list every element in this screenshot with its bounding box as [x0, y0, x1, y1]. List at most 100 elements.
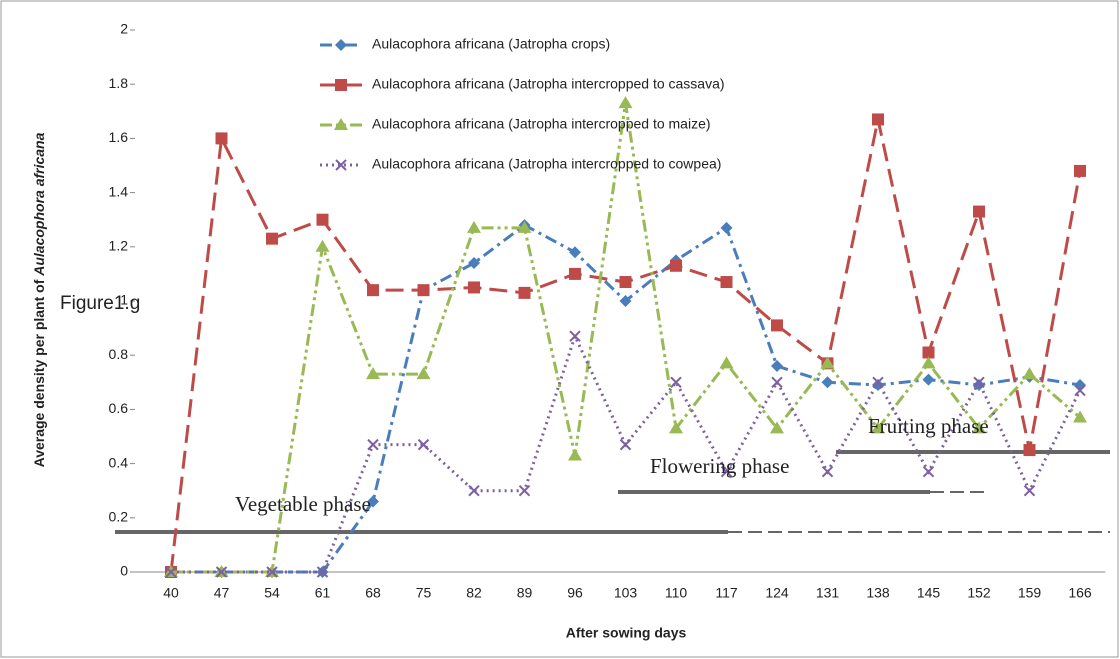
- annotation: Figure1.g: [60, 293, 140, 314]
- marker: [770, 421, 784, 434]
- legend-marker: [335, 159, 347, 171]
- legend-marker: [334, 118, 348, 130]
- legend-label: Aulacophora africana (Jatropha intercrop…: [372, 116, 711, 132]
- y-tick-label: 1.2: [109, 238, 129, 254]
- marker: [468, 257, 480, 270]
- legend-label: Aulacophora africana (Jatropha crops): [372, 36, 610, 52]
- marker: [569, 246, 581, 259]
- marker: [872, 376, 884, 389]
- marker: [417, 284, 430, 297]
- x-tick-label: 82: [466, 585, 482, 601]
- x-tick-label: 40: [163, 585, 179, 601]
- marker: [517, 220, 532, 233]
- marker: [720, 276, 733, 289]
- legend-marker: [335, 39, 347, 51]
- marker: [771, 360, 783, 373]
- y-tick-label: 0.6: [109, 400, 129, 416]
- x-tick-label: 75: [416, 585, 432, 601]
- x-tick-label: 110: [665, 585, 688, 601]
- y-tick-label: 0: [120, 563, 128, 579]
- x-tick-label: 54: [264, 585, 280, 601]
- legend-label: Aulacophora africana (Jatropha intercrop…: [372, 156, 721, 172]
- marker: [315, 239, 330, 252]
- marker: [1073, 410, 1087, 423]
- marker: [1074, 384, 1086, 397]
- marker: [569, 330, 581, 342]
- marker: [771, 319, 783, 332]
- marker: [518, 286, 531, 299]
- phase-bars: [115, 450, 1110, 534]
- marker: [1074, 164, 1086, 177]
- marker: [821, 376, 834, 389]
- marker: [973, 376, 985, 389]
- marker: [619, 295, 632, 307]
- x-tick-label: 152: [967, 585, 991, 601]
- x-tick-label: 117: [715, 585, 738, 601]
- x-tick-label: 159: [1018, 585, 1042, 601]
- y-tick-label: 0.8: [109, 346, 129, 362]
- marker: [821, 466, 834, 478]
- x-tick-label: 103: [614, 585, 638, 601]
- marker: [619, 438, 632, 451]
- marker: [618, 96, 633, 109]
- marker: [972, 421, 986, 434]
- marker: [871, 421, 885, 434]
- y-tick-label: 1: [120, 292, 128, 308]
- marker: [468, 281, 480, 294]
- y-tick-label: 1.4: [109, 183, 129, 199]
- y-tick-label: 1.8: [109, 75, 129, 91]
- y-axis-label-text: Average density per plant of: [31, 279, 47, 467]
- marker: [973, 205, 985, 218]
- y-tick-label: 1.6: [109, 129, 129, 145]
- y-tick-label: 0.2: [109, 509, 129, 525]
- marker: [468, 484, 480, 497]
- y-tick-label: 2: [120, 21, 128, 37]
- marker: [467, 220, 481, 233]
- marker: [366, 367, 380, 380]
- x-tick-label: 145: [917, 585, 941, 601]
- marker: [670, 376, 682, 389]
- marker: [719, 356, 734, 369]
- marker: [921, 356, 936, 369]
- marker: [619, 276, 632, 289]
- marker: [316, 566, 329, 578]
- marker: [922, 373, 935, 386]
- marker: [367, 284, 379, 297]
- marker: [669, 421, 683, 434]
- x-tick-label: 89: [517, 585, 533, 601]
- marker: [1023, 484, 1036, 497]
- x-tick-label: 96: [567, 585, 583, 601]
- marker: [215, 566, 228, 578]
- marker: [367, 438, 379, 451]
- marker: [1023, 444, 1036, 457]
- x-tick-label: 124: [765, 585, 789, 601]
- x-tick-label: 131: [816, 585, 840, 601]
- legend-label: Aulacophora africana (Jatropha intercrop…: [372, 76, 725, 92]
- marker: [771, 376, 783, 389]
- marker: [165, 566, 177, 578]
- marker: [922, 466, 935, 478]
- x-tick-label: 47: [214, 585, 230, 601]
- marker: [316, 213, 329, 226]
- marker: [670, 259, 682, 272]
- annotation: Flowering phase: [650, 454, 789, 478]
- x-tick-label: 166: [1068, 585, 1092, 601]
- x-axis-label: After sowing days: [566, 625, 687, 641]
- marker: [820, 356, 835, 369]
- annotation: Fruiting phase: [868, 414, 989, 438]
- marker: [568, 448, 582, 461]
- legend-marker: [335, 79, 347, 91]
- marker: [518, 484, 531, 497]
- marker: [1022, 367, 1037, 380]
- x-tick-label: 61: [315, 585, 331, 601]
- marker: [417, 438, 430, 451]
- marker: [720, 466, 733, 478]
- x-tick-label: 138: [866, 585, 890, 601]
- marker: [922, 346, 935, 359]
- marker: [416, 367, 431, 380]
- annotation: Vegetable phase: [235, 492, 371, 516]
- marker: [266, 566, 278, 578]
- marker: [720, 221, 733, 234]
- marker: [872, 113, 884, 126]
